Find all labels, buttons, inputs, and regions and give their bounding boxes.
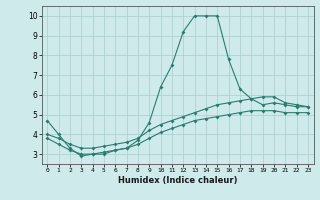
X-axis label: Humidex (Indice chaleur): Humidex (Indice chaleur) (118, 176, 237, 185)
